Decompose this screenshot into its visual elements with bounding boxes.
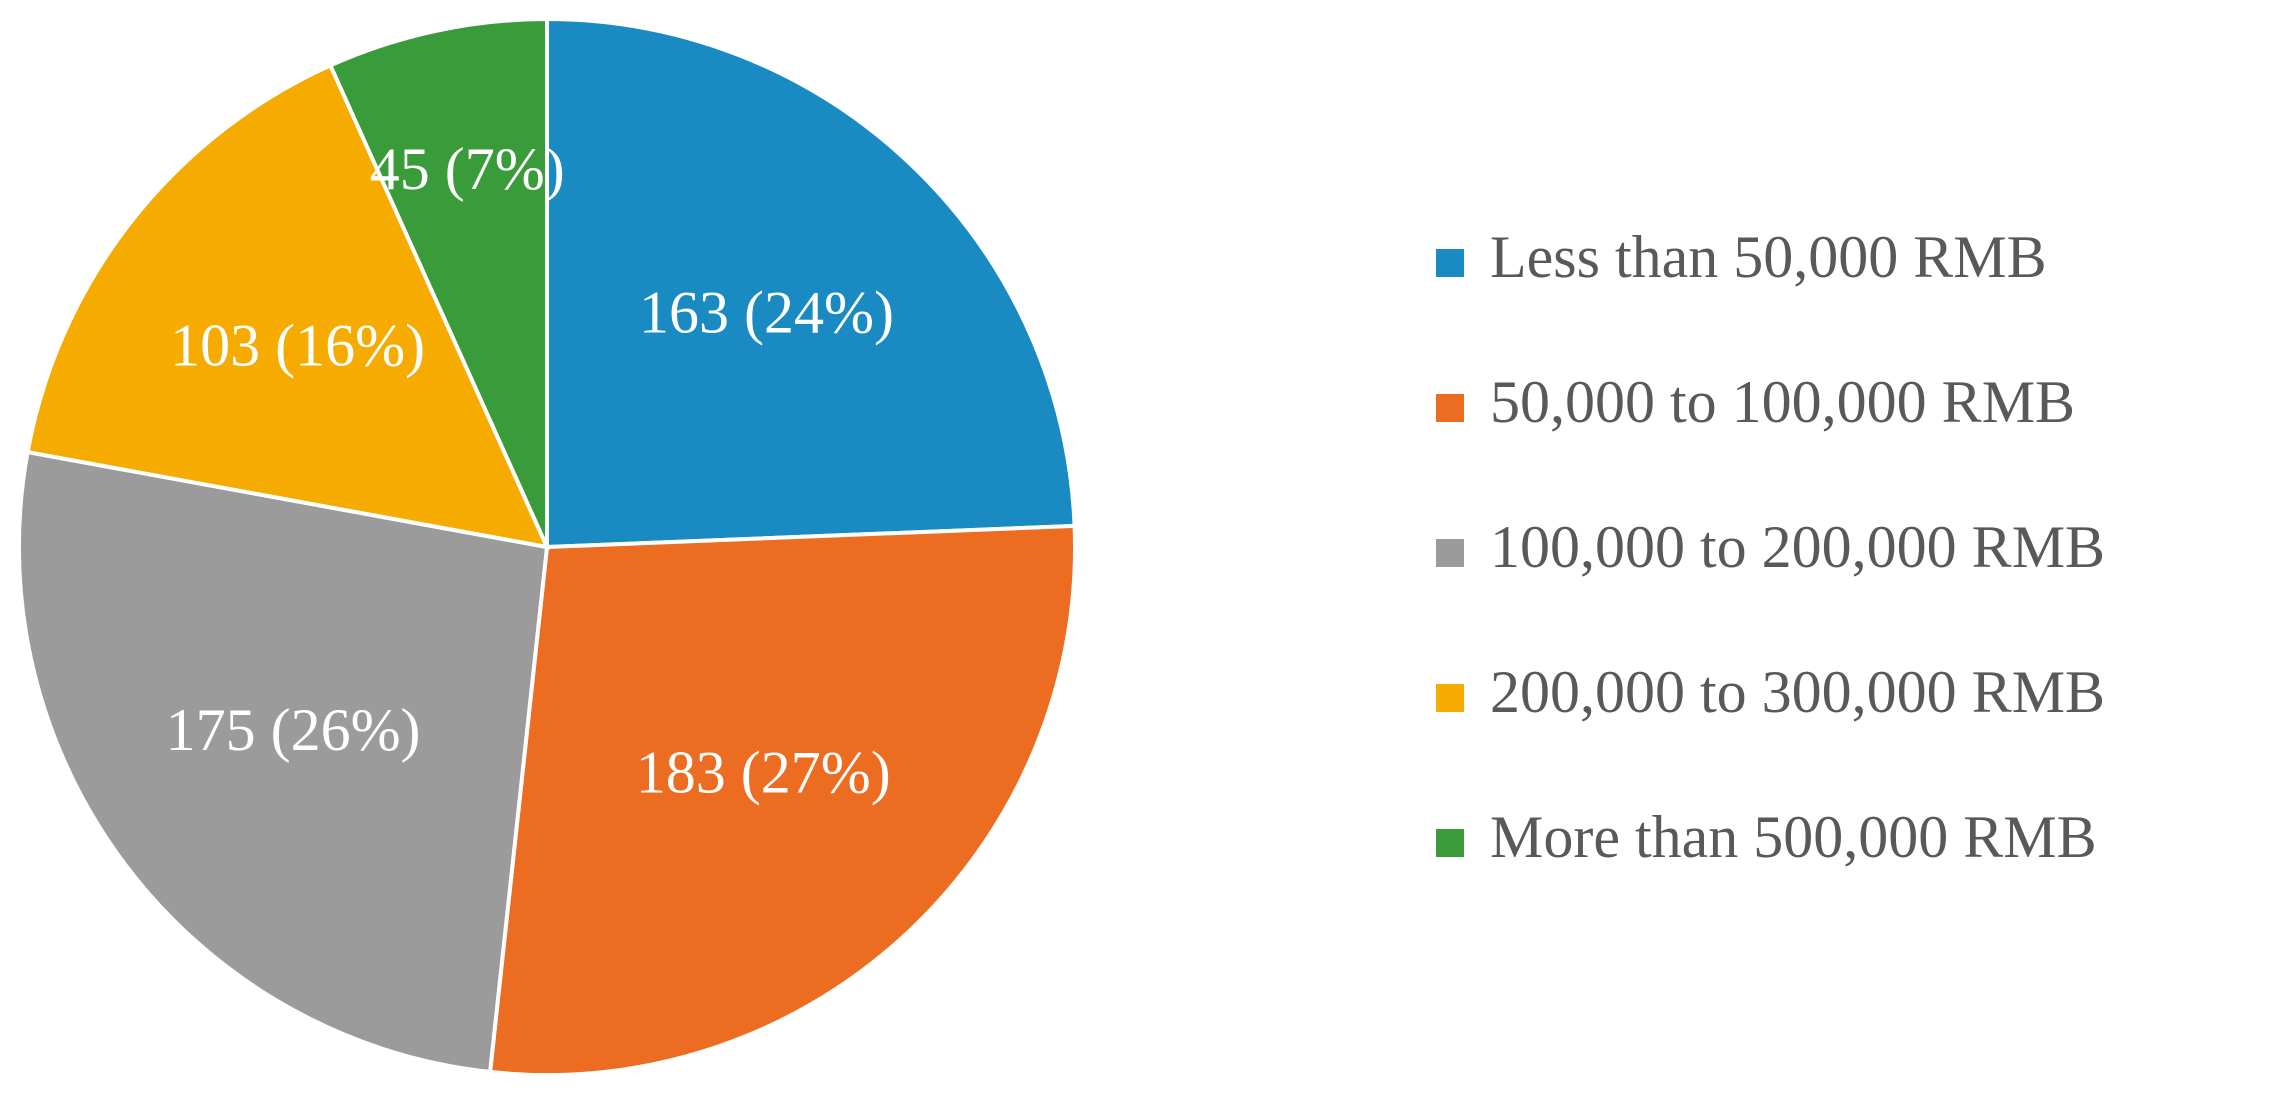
data-label: 175 (26%) — [166, 697, 421, 763]
legend-label: 50,000 to 100,000 RMB — [1490, 369, 2075, 435]
data-label: 45 (7%) — [370, 136, 565, 202]
legend-label: Less than 50,000 RMB — [1490, 224, 2047, 290]
pie-slice — [545, 16, 1077, 550]
legend-swatch — [1436, 684, 1464, 712]
data-label: 103 (16%) — [170, 312, 425, 378]
legend-swatch — [1436, 394, 1464, 422]
data-label: 163 (24%) — [639, 279, 894, 345]
pie-slice — [25, 62, 551, 550]
pie-slice — [487, 523, 1077, 1077]
legend-swatch — [1436, 249, 1464, 277]
data-label: 183 (27%) — [636, 739, 891, 805]
legend-label: More than 500,000 RMB — [1490, 804, 2097, 870]
legend-swatch — [1436, 829, 1464, 857]
legend-swatch — [1436, 539, 1464, 567]
legend-label: 200,000 to 300,000 RMB — [1490, 659, 2105, 725]
pie-slice — [327, 16, 549, 548]
legend-label: 100,000 to 200,000 RMB — [1490, 514, 2105, 580]
pie-slice — [17, 449, 550, 1075]
